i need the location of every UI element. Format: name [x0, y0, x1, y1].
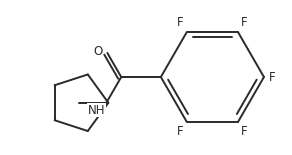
- Text: O: O: [93, 45, 102, 58]
- Text: F: F: [269, 71, 276, 84]
- Text: F: F: [177, 16, 184, 29]
- Text: F: F: [241, 125, 248, 138]
- Text: F: F: [241, 16, 248, 29]
- Text: F: F: [177, 125, 184, 138]
- Text: NH: NH: [88, 104, 105, 117]
